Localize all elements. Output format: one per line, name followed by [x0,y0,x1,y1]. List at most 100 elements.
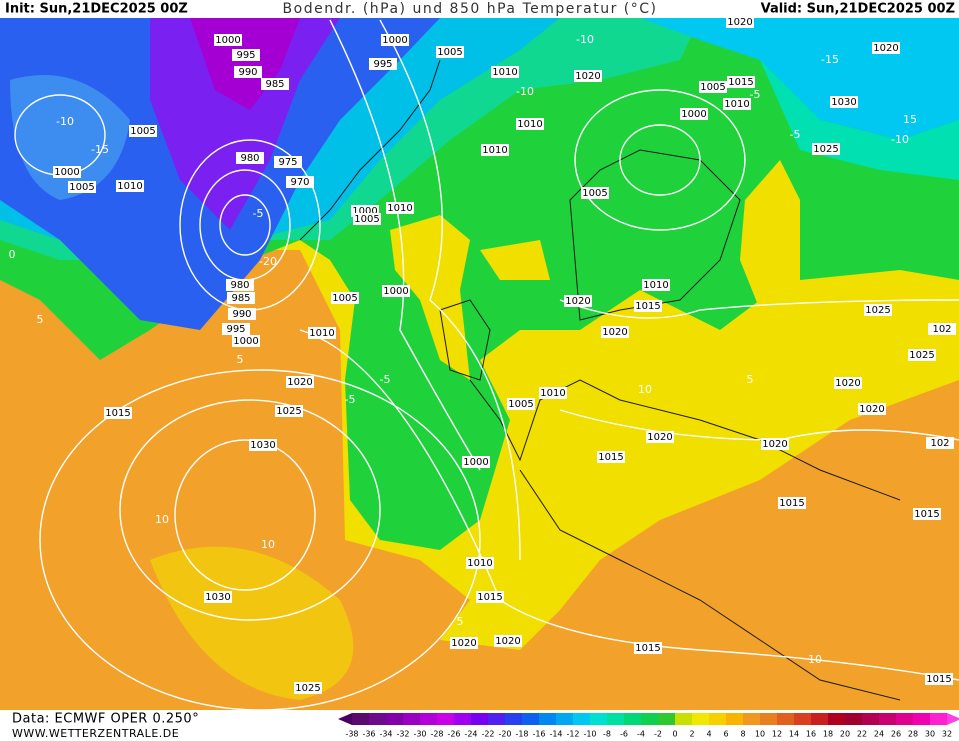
colorbar-segment [624,713,641,725]
isobar-label: 1020 [286,376,314,388]
isobar-label: 975 [274,156,302,168]
colorbar-segment [658,713,675,725]
colorbar-tick-label: 0 [672,730,677,739]
isobar-value: 995 [373,59,392,70]
isobar-value: 985 [231,293,250,304]
isobar-value: 1030 [831,97,856,108]
isobar-value: 1010 [482,145,507,156]
header-bar [0,0,959,18]
isotherm-value: 10 [261,538,275,551]
isobar-value: 1010 [492,67,517,78]
isobar-value: 1020 [647,432,672,443]
isobar-label: 1010 [481,144,509,156]
colorbar-arrow [947,713,959,725]
colorbar-tick-label: -26 [447,730,460,739]
init-time: Init: Sun,21DEC2025 00Z [5,2,188,17]
colorbar-tick-label: 32 [942,730,952,739]
isobar-value: 1025 [865,305,890,316]
isobar-label: 1010 [466,557,494,569]
isobar-value: 1000 [233,336,258,347]
label-box [249,439,277,451]
colorbar-segment [845,713,862,725]
isobar-label: 1025 [908,349,936,361]
isotherm-value: -10 [576,33,594,46]
isobar-value: 1005 [700,82,725,93]
colorbar-tick-label: -12 [566,730,579,739]
colorbar-tick-label: -14 [549,730,562,739]
isobar-value: 1000 [352,206,377,217]
isobar-value: 1010 [467,558,492,569]
isobar-label: 1000 [462,456,490,468]
isobar-value: 1020 [602,327,627,338]
label-box [581,187,609,199]
label-box [274,156,302,168]
isobar-label: 1005 [353,213,381,225]
isobar-label: 1000 [680,108,708,120]
isobar-value: 1020 [835,378,860,389]
colorbar-tick-label: -36 [362,730,375,739]
label-box [294,682,322,694]
label-box [382,285,410,297]
colorbar-tick-label: 20 [840,730,850,739]
label-box [830,96,858,108]
isobar-value: 1030 [205,592,230,603]
label-box [494,635,522,647]
isobar-label: 1025 [864,304,892,316]
isobar-value: 1020 [859,404,884,415]
isobar [379,19,521,561]
isotherm-labels: -10-15-10-5-15-20-10-5-505-5510101055101… [9,33,918,666]
isobar-value: 1020 [565,296,590,307]
label-box [261,78,289,90]
isobar-value: 1030 [250,440,275,451]
isobar-label: 1015 [476,591,504,603]
isobar-value: 1015 [598,452,623,463]
isobar-label: 1025 [812,143,840,155]
colorbar-tick-label: -6 [620,730,628,739]
isobar-value: 1010 [540,388,565,399]
isobar-value: 1025 [909,350,934,361]
colorbar-tick-label: -24 [464,730,477,739]
isobar-value: 102 [932,324,951,335]
colorbar-segment [437,713,454,725]
isobar-value: 1000 [382,35,407,46]
colorbar-tick-label: 8 [740,730,745,739]
label-box [699,81,727,93]
isobar-label: 1010 [516,118,544,130]
label-box [646,431,674,443]
label-box [450,637,478,649]
coastline [519,469,901,701]
isotherm-value: 0 [9,248,16,261]
isobar-value: 1005 [582,188,607,199]
colorbar-tick-label: 2 [689,730,694,739]
isobar [174,439,316,591]
isobar-value: 1005 [508,399,533,410]
isobar-value: 1015 [914,509,939,520]
isobar-label: 1015 [597,451,625,463]
isobar-value: 1025 [295,683,320,694]
label-box [68,181,96,193]
colorbar-segment [386,713,403,725]
isobar-value: 1025 [276,406,301,417]
data-source: Data: ECMWF OPER 0.250° [12,712,199,727]
isobar-value: 1005 [332,293,357,304]
colorbar-segment [760,713,777,725]
isobar-label: 1000 [382,285,410,297]
isobar-value: 1020 [451,638,476,649]
label-box [462,456,490,468]
label-box [227,292,255,304]
colorbar-tick-label: -30 [413,730,426,739]
isobar [219,194,271,256]
isobar-label: 1020 [858,403,886,415]
coastline [439,299,491,381]
isobar-label: 1005 [68,181,96,193]
isobar-label: 102 [926,437,954,449]
isobar-value: 1020 [762,439,787,450]
isobar-label: 1020 [726,16,754,28]
isobar-label: 985 [227,292,255,304]
isobar-value: 1005 [130,126,155,137]
isobar-label: 1020 [564,295,592,307]
isobar-label: 1010 [723,98,751,110]
isobar-label: 1010 [539,387,567,399]
coastline [469,379,901,501]
